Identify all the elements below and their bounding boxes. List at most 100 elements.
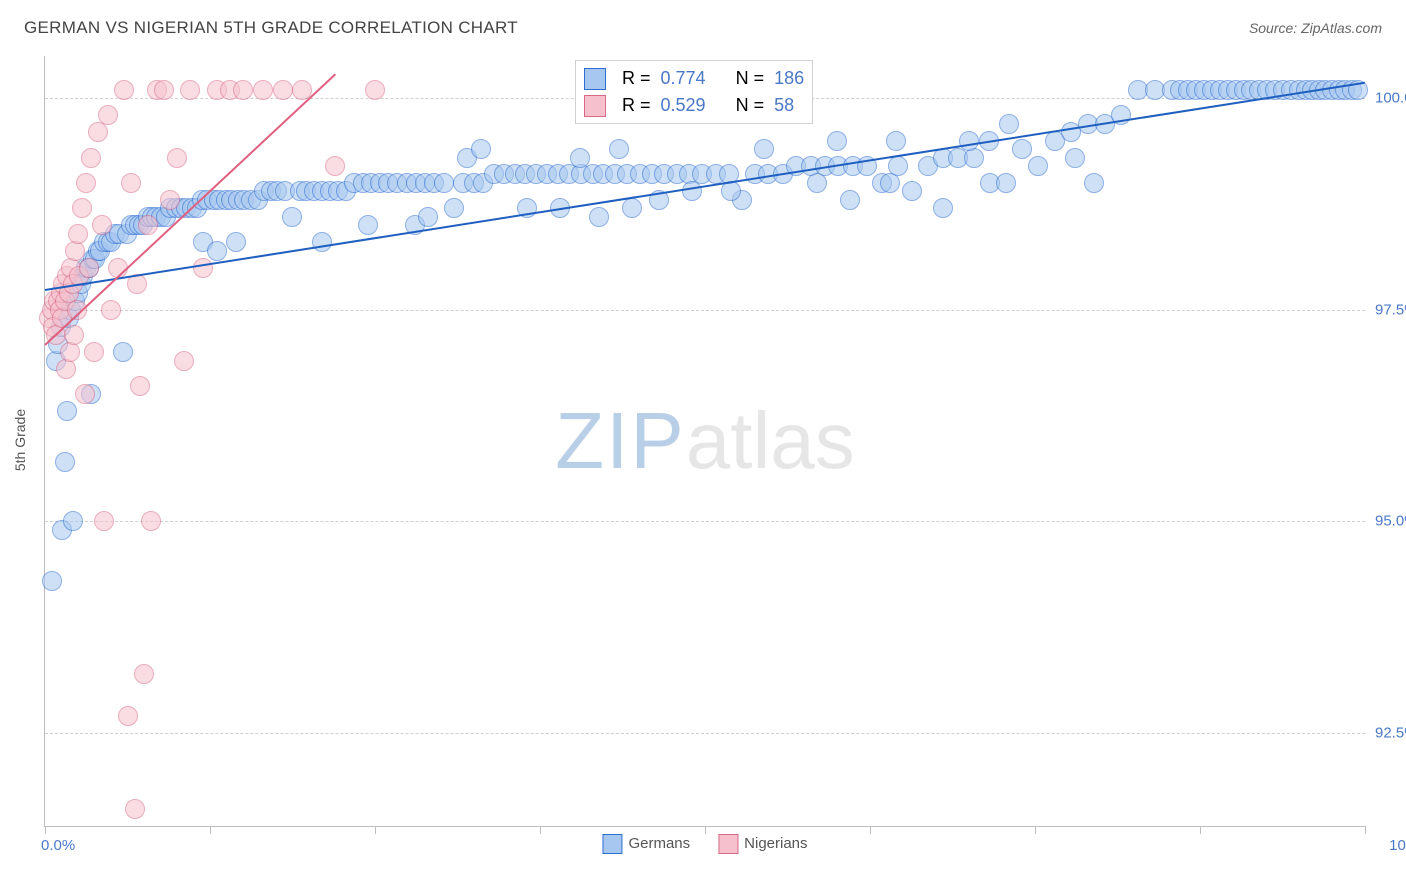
- x-tick: [210, 826, 211, 834]
- scatter-point: [141, 511, 161, 531]
- swatch-pink: [718, 834, 738, 854]
- scatter-point: [233, 80, 253, 100]
- scatter-point: [101, 300, 121, 320]
- scatter-point: [1065, 148, 1085, 168]
- y-tick-label: 95.0%: [1375, 513, 1406, 530]
- stat-n-value: 186: [774, 65, 804, 92]
- scatter-point: [134, 664, 154, 684]
- legend-label: Nigerians: [744, 835, 807, 852]
- x-tick: [45, 826, 46, 834]
- scatter-point: [253, 80, 273, 100]
- scatter-point: [886, 131, 906, 151]
- x-tick: [1200, 826, 1201, 834]
- scatter-point: [1012, 139, 1032, 159]
- y-tick-label: 92.5%: [1375, 724, 1406, 741]
- scatter-point: [56, 359, 76, 379]
- scatter-point: [999, 114, 1019, 134]
- scatter-point: [589, 207, 609, 227]
- scatter-point: [273, 80, 293, 100]
- scatter-point: [154, 80, 174, 100]
- gridline: [45, 310, 1365, 311]
- scatter-point: [471, 139, 491, 159]
- scatter-point: [1084, 173, 1104, 193]
- stat-n-label: N =: [736, 65, 765, 92]
- watermark: ZIPatlas: [555, 395, 854, 487]
- scatter-point: [365, 80, 385, 100]
- scatter-point: [113, 342, 133, 362]
- scatter-point: [959, 131, 979, 151]
- scatter-point: [754, 139, 774, 159]
- scatter-point: [282, 207, 302, 227]
- scatter-point: [57, 401, 77, 421]
- x-axis-max-label: 100.0%: [1370, 837, 1406, 854]
- scatter-point: [121, 173, 141, 193]
- scatter-point: [682, 181, 702, 201]
- x-tick: [375, 826, 376, 834]
- source-attribution: Source: ZipAtlas.com: [1249, 20, 1382, 36]
- scatter-point: [570, 148, 590, 168]
- correlation-statbox: R = 0.774 N = 186 R = 0.529 N = 58: [575, 60, 813, 124]
- swatch-pink: [584, 95, 606, 117]
- scatter-point: [418, 207, 438, 227]
- scatter-point: [65, 241, 85, 261]
- scatter-point: [444, 198, 464, 218]
- x-axis-min-label: 0.0%: [41, 837, 75, 854]
- scatter-point: [622, 198, 642, 218]
- scatter-point: [114, 80, 134, 100]
- scatter-point: [180, 80, 200, 100]
- watermark-suffix: atlas: [686, 396, 855, 485]
- scatter-point: [880, 173, 900, 193]
- scatter-point: [125, 799, 145, 819]
- y-tick-label: 97.5%: [1375, 301, 1406, 318]
- scatter-point: [193, 258, 213, 278]
- stat-r-label: R =: [622, 92, 651, 119]
- x-tick: [1035, 826, 1036, 834]
- scatter-point: [138, 215, 158, 235]
- scatter-point: [207, 241, 227, 261]
- scatter-point: [174, 351, 194, 371]
- x-tick: [540, 826, 541, 834]
- stat-n-label: N =: [736, 92, 765, 119]
- scatter-point: [88, 122, 108, 142]
- scatter-point: [94, 511, 114, 531]
- scatter-point: [434, 173, 454, 193]
- scatter-point: [996, 173, 1016, 193]
- gridline: [45, 521, 1365, 522]
- scatter-point: [72, 198, 92, 218]
- scatter-point: [42, 571, 62, 591]
- stat-n-value: 58: [774, 92, 794, 119]
- legend-label: Germans: [628, 835, 690, 852]
- scatter-point: [226, 232, 246, 252]
- gridline: [45, 733, 1365, 734]
- swatch-blue: [602, 834, 622, 854]
- scatter-point: [98, 105, 118, 125]
- stat-r-value: 0.774: [661, 65, 706, 92]
- stat-row-nigerians: R = 0.529 N = 58: [584, 92, 804, 119]
- legend-item-nigerians: Nigerians: [718, 834, 807, 854]
- scatter-point: [130, 376, 150, 396]
- scatter-point: [84, 342, 104, 362]
- scatter-point: [827, 131, 847, 151]
- scatter-point: [902, 181, 922, 201]
- scatter-point: [64, 325, 84, 345]
- stat-row-germans: R = 0.774 N = 186: [584, 65, 804, 92]
- scatter-point: [1028, 156, 1048, 176]
- scatter-point: [81, 148, 101, 168]
- scatter-point: [325, 156, 345, 176]
- scatter-point: [609, 139, 629, 159]
- watermark-prefix: ZIP: [555, 396, 685, 485]
- scatter-point: [807, 173, 827, 193]
- scatter-point: [160, 190, 180, 210]
- scatter-point: [68, 224, 88, 244]
- scatter-point: [92, 215, 112, 235]
- y-axis-label: 5th Grade: [12, 409, 28, 471]
- scatter-point: [840, 190, 860, 210]
- scatter-point: [933, 198, 953, 218]
- y-tick-label: 100.0%: [1375, 90, 1406, 107]
- scatter-point: [167, 148, 187, 168]
- scatter-point: [79, 258, 99, 278]
- scatter-point: [358, 215, 378, 235]
- scatter-point: [76, 173, 96, 193]
- stat-r-label: R =: [622, 65, 651, 92]
- scatter-point: [721, 181, 741, 201]
